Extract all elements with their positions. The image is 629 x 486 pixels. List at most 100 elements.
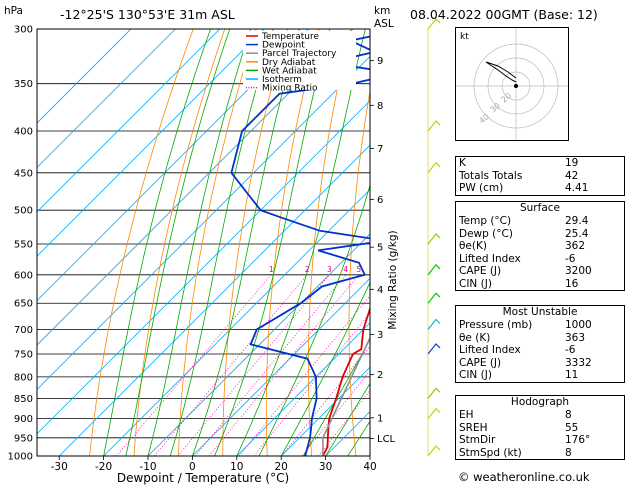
surface-table: Surface Temp (°C) 29.4 Dewp (°C) 25.4 θe(K… — [455, 201, 625, 291]
pressure-tick-label: 900 — [14, 414, 33, 425]
surface-title: Surface — [519, 202, 560, 214]
isotherm-line — [37, 29, 354, 346]
pressure-unit-label: hPa — [4, 5, 23, 17]
hodograph-title: Hodograph — [510, 396, 570, 408]
wind-barb — [427, 318, 441, 330]
surface-row: θe(K) 362 — [459, 240, 586, 252]
most-unstable-row: Lifted Index -6 — [459, 344, 576, 356]
km-tick-label: 1 — [377, 413, 383, 424]
pressure-tick-label: 800 — [14, 372, 33, 383]
km-tick-label: 7 — [377, 144, 383, 155]
most-unstable-row: CAPE (J) 3332 — [459, 356, 592, 369]
surface-row: Temp (°C) 29.4 — [459, 215, 589, 227]
wind-barb — [427, 233, 441, 245]
km-tick-label: 5 — [377, 243, 383, 254]
mixing-ratio-axis-title: Mixing Ratio (g/kg) — [387, 230, 399, 329]
mixing-ratio-line — [301, 369, 370, 456]
pressure-tick-label: 1000 — [8, 452, 33, 463]
x-tick-label: -30 — [51, 461, 68, 473]
km-tick-label: 6 — [377, 195, 383, 206]
x-tick-label: 20 — [275, 461, 288, 473]
pressure-tick-label: 600 — [14, 270, 33, 281]
hodograph-unit-label: kt — [460, 32, 469, 42]
legend-bg — [243, 31, 356, 90]
wind-barb — [427, 263, 441, 276]
hodograph-row: StmSpd (kt) 8 — [459, 446, 572, 459]
hodograph-ring-label-40: 40 — [478, 112, 492, 125]
most-unstable-row: θe (K) 363 — [459, 331, 586, 344]
pressure-tick-label: 750 — [14, 349, 33, 360]
dry-adiabat-line — [222, 29, 289, 456]
dry-adiabat-line — [265, 29, 320, 456]
wet-adiabat-line — [192, 29, 300, 456]
most-unstable-table: Most Unstable Pressure (mb) 1000 θe (K) 36… — [455, 305, 625, 383]
dry-adiabat-line — [178, 29, 257, 456]
pressure-tick-label: 950 — [14, 433, 33, 444]
wind-barb — [427, 292, 441, 304]
x-tick-label: -10 — [139, 461, 156, 473]
index-row-totals: Totals Totals 42 — [459, 169, 579, 182]
isotherm-line — [103, 189, 370, 456]
mixing-ratio-label: 3 — [327, 265, 332, 274]
most-unstable-row: CIN (J) 11 — [459, 369, 579, 381]
wind-barb — [427, 161, 441, 174]
hodograph-row: EH 8 — [459, 409, 572, 421]
wet-adiabat-line — [258, 183, 370, 456]
wind-barb — [427, 445, 441, 457]
pressure-tick-label: 550 — [14, 239, 33, 250]
dry-adiabat-line — [307, 29, 351, 456]
wet-adiabat-line — [325, 382, 370, 456]
pressure-tick-label: 450 — [14, 168, 33, 179]
km-tick-label: 2 — [377, 370, 383, 381]
pressure-tick-label: 650 — [14, 299, 33, 310]
copyright-footer: © weatheronline.co.uk — [458, 470, 590, 484]
mixing-ratio-line — [153, 274, 308, 456]
wet-adiabat-line — [169, 29, 274, 456]
index-row-k: K 19 — [459, 157, 579, 169]
wind-barb — [427, 343, 441, 355]
isotherm-line — [58, 144, 370, 456]
wet-adiabat-line — [147, 29, 251, 456]
isotherm-line — [37, 29, 265, 257]
x-tick-label: -20 — [95, 461, 112, 473]
mixing-ratio-label: 1 — [269, 265, 274, 274]
wind-barb — [427, 120, 441, 132]
wind-barb — [427, 387, 441, 399]
x-tick-label: 30 — [319, 461, 332, 473]
legend-entry: Isotherm — [262, 75, 302, 85]
km-tick-label: LCL — [377, 434, 396, 445]
mixing-ratio-line — [194, 274, 347, 456]
pressure-tick-label: 300 — [14, 25, 33, 36]
mixing-ratio-label: 5 — [356, 265, 361, 274]
series-temperature-line — [322, 305, 370, 456]
km-unit-label: km — [374, 5, 390, 17]
legend-entry: Mixing Ratio — [262, 84, 318, 94]
surface-row: CIN (J) 16 — [459, 277, 579, 290]
legend-entry: Dewpoint — [262, 41, 305, 51]
legend-entry: Dry Adiabat — [262, 58, 316, 68]
x-tick-label: 10 — [230, 461, 243, 473]
isotherm-line — [37, 29, 221, 213]
isotherm-line — [236, 322, 370, 456]
most-unstable-row: Pressure (mb) 1000 — [459, 319, 592, 331]
hodograph-ring-label-30: 30 — [489, 101, 503, 114]
km-tick-label: 8 — [377, 101, 383, 112]
isotherm-line — [37, 55, 370, 390]
mixing-ratio-line — [208, 274, 360, 456]
surface-row: Lifted Index -6 — [459, 252, 576, 265]
mixing-ratio-line — [238, 295, 370, 456]
mixing-ratio-line — [115, 274, 272, 456]
legend-entry: Parcel Trajectory — [262, 49, 337, 59]
isotherm-line — [37, 29, 132, 124]
wet-adiabat-line — [236, 29, 366, 456]
pressure-tick-label: 850 — [14, 394, 33, 405]
isotherm-line — [280, 366, 370, 456]
series-parcel-trajectory-line — [322, 336, 370, 456]
km-tick-label: 9 — [377, 56, 383, 67]
isotherm-line — [192, 277, 370, 456]
hodograph-row: StmDir 176° — [459, 434, 591, 446]
indices-table: K 19 Totals Totals 42 PW (cm) 4.41 — [455, 156, 625, 196]
wet-adiabat-line — [280, 281, 370, 456]
dry-adiabat-line — [89, 29, 194, 456]
